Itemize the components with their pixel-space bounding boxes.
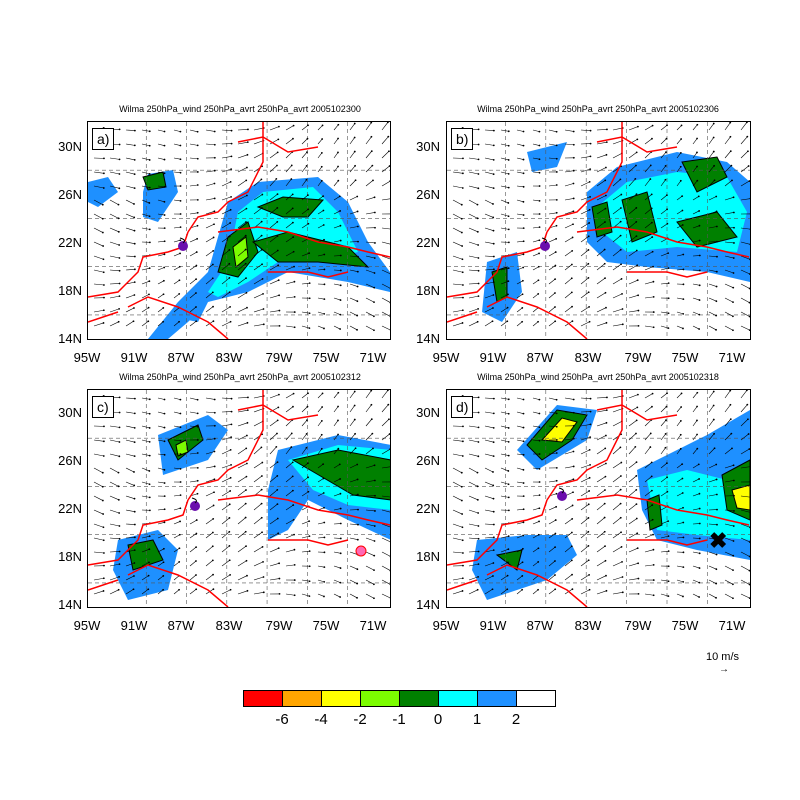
lat-label: 22N bbox=[58, 501, 82, 516]
lon-label: 91W bbox=[120, 350, 148, 365]
lon-label: 95W bbox=[432, 350, 460, 365]
colorbar bbox=[243, 690, 556, 707]
lon-label: 95W bbox=[73, 350, 101, 365]
panel-title: Wilma 250hPa_wind 250hPa_avrt 250hPa_avr… bbox=[477, 372, 719, 382]
lat-label: 14N bbox=[416, 331, 440, 346]
lat-label: 30N bbox=[416, 139, 440, 154]
lon-label: 75W bbox=[671, 618, 699, 633]
lon-label: 79W bbox=[265, 618, 293, 633]
lat-label: 22N bbox=[416, 235, 440, 250]
lon-label: 87W bbox=[167, 618, 195, 633]
lon-label: 83W bbox=[215, 618, 243, 633]
colorbar-box bbox=[282, 690, 322, 707]
map-canvas bbox=[447, 122, 750, 339]
map-canvas bbox=[88, 122, 390, 339]
panel-title: Wilma 250hPa_wind 250hPa_avrt 250hPa_avr… bbox=[119, 372, 361, 382]
lat-label: 18N bbox=[58, 549, 82, 564]
lat-label: 14N bbox=[58, 331, 82, 346]
lon-label: 87W bbox=[526, 350, 554, 365]
lon-label: 71W bbox=[718, 618, 746, 633]
map-frame bbox=[446, 121, 751, 340]
panel-label: c) bbox=[92, 396, 114, 418]
colorbar-label: 1 bbox=[472, 711, 482, 728]
reference-vector-arrow: → bbox=[719, 664, 729, 675]
lon-label: 71W bbox=[718, 350, 746, 365]
lon-label: 79W bbox=[624, 618, 652, 633]
lon-label: 79W bbox=[265, 350, 293, 365]
lon-label: 75W bbox=[671, 350, 699, 365]
lat-label: 26N bbox=[416, 453, 440, 468]
colorbar-label: -4 bbox=[314, 711, 328, 728]
lat-label: 22N bbox=[416, 501, 440, 516]
lon-label: 87W bbox=[167, 350, 195, 365]
lat-label: 26N bbox=[58, 187, 82, 202]
lat-label: 18N bbox=[416, 549, 440, 564]
panel-title: Wilma 250hPa_wind 250hPa_avrt 250hPa_avr… bbox=[119, 104, 361, 114]
colorbar-box bbox=[516, 690, 556, 707]
panel-title: Wilma 250hPa_wind 250hPa_avrt 250hPa_avr… bbox=[477, 104, 719, 114]
map-frame bbox=[87, 121, 391, 340]
reference-vector-label: 10 m/s bbox=[706, 651, 740, 663]
lat-label: 26N bbox=[416, 187, 440, 202]
lon-label: 91W bbox=[120, 618, 148, 633]
lat-label: 30N bbox=[58, 139, 82, 154]
lat-label: 18N bbox=[416, 283, 440, 298]
lon-label: 83W bbox=[215, 350, 243, 365]
lon-label: 91W bbox=[479, 618, 507, 633]
panel-label: b) bbox=[451, 128, 474, 150]
map-frame: ✖ bbox=[446, 389, 751, 608]
lat-label: 22N bbox=[58, 235, 82, 250]
svg-text:✖: ✖ bbox=[709, 528, 727, 553]
lon-label: 75W bbox=[312, 350, 340, 365]
lon-label: 71W bbox=[359, 618, 387, 633]
lat-label: 18N bbox=[58, 283, 82, 298]
colorbar-label: -2 bbox=[353, 711, 367, 728]
lat-label: 26N bbox=[58, 453, 82, 468]
colorbar-box bbox=[321, 690, 361, 707]
lon-label: 71W bbox=[359, 350, 387, 365]
lon-label: 83W bbox=[574, 618, 602, 633]
lon-label: 95W bbox=[73, 618, 101, 633]
map-frame bbox=[87, 389, 391, 608]
map-canvas: ✖ bbox=[447, 390, 750, 607]
lon-label: 79W bbox=[624, 350, 652, 365]
lon-label: 95W bbox=[432, 618, 460, 633]
panel-label: a) bbox=[92, 128, 115, 150]
panel-label: d) bbox=[451, 396, 474, 418]
colorbar-label: -1 bbox=[392, 711, 406, 728]
colorbar-label: 0 bbox=[433, 711, 443, 728]
lon-label: 91W bbox=[479, 350, 507, 365]
lat-label: 14N bbox=[58, 597, 82, 612]
lon-label: 87W bbox=[526, 618, 554, 633]
colorbar-box bbox=[360, 690, 400, 707]
colorbar-label: -6 bbox=[275, 711, 289, 728]
lon-label: 83W bbox=[574, 350, 602, 365]
lat-label: 30N bbox=[416, 405, 440, 420]
colorbar-box bbox=[399, 690, 439, 707]
colorbar-box bbox=[243, 690, 283, 707]
lon-label: 75W bbox=[312, 618, 340, 633]
lat-label: 30N bbox=[58, 405, 82, 420]
colorbar-label: 2 bbox=[511, 711, 521, 728]
colorbar-box bbox=[477, 690, 517, 707]
lat-label: 14N bbox=[416, 597, 440, 612]
colorbar-box bbox=[438, 690, 478, 707]
map-canvas bbox=[88, 390, 390, 607]
